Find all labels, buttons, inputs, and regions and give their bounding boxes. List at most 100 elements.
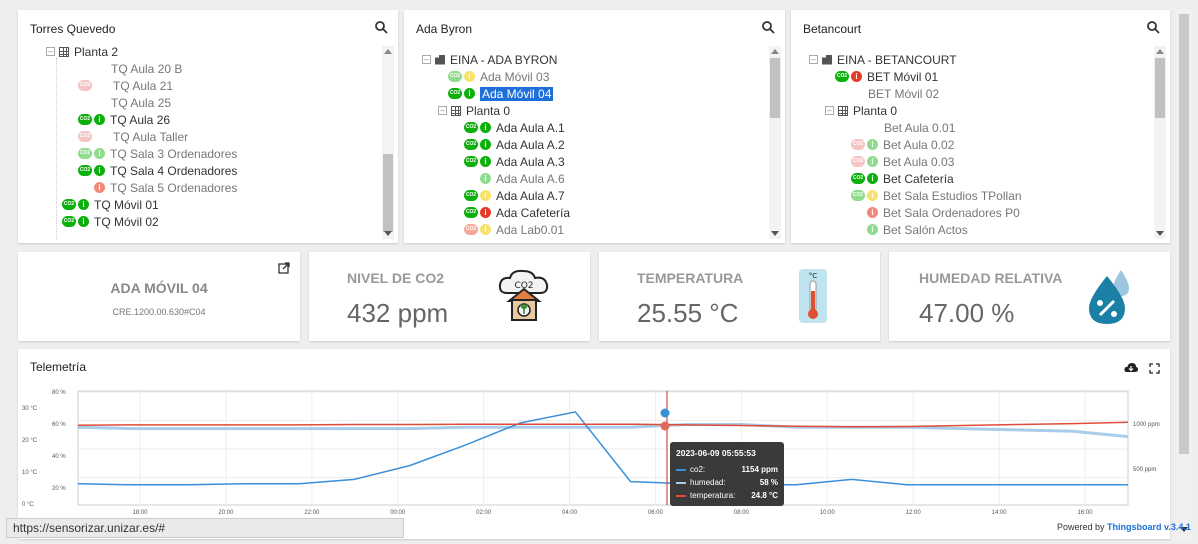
thermometer-icon: i bbox=[867, 139, 878, 150]
thermometer-icon: i bbox=[851, 71, 862, 82]
tree-node[interactable]: CO2 i Bet Cafetería bbox=[851, 171, 954, 186]
collapse-icon[interactable]: – bbox=[46, 47, 55, 56]
tree-node[interactable]: CO2 i Ada Aula A.7 bbox=[464, 188, 565, 203]
x-tick: 14:00 bbox=[992, 510, 1008, 516]
tree-node[interactable]: CO2 i Ada Lab0.01 bbox=[464, 222, 565, 237]
collapse-icon[interactable]: – bbox=[438, 106, 447, 115]
thermometer-icon: i bbox=[867, 173, 878, 184]
tree-node[interactable]: CO2 i Bet Sala Estudios TPollan bbox=[851, 188, 1022, 203]
tree-node[interactable]: – Planta 0 bbox=[825, 102, 897, 119]
chart-tooltip: 2023-06-09 05:55:53 co2: 1154 ppm humedad… bbox=[670, 442, 784, 506]
thermometer-icon: i bbox=[480, 224, 491, 235]
panel-title: Ada Byron bbox=[416, 22, 473, 36]
search-icon[interactable] bbox=[1146, 20, 1160, 34]
tree: – Planta 2 TQ Aula 20 B CO2 TQ Aula 21 TQ … bbox=[18, 43, 380, 243]
tooltip-row-temperatura: temperatura: 24.8 °C bbox=[676, 489, 778, 502]
collapse-icon[interactable]: – bbox=[809, 55, 818, 64]
x-tick: 22:00 bbox=[304, 510, 320, 516]
tree-node[interactable]: i Bet Salón Actos bbox=[867, 221, 968, 238]
x-tick: 18:00 bbox=[132, 510, 148, 516]
building-icon bbox=[435, 54, 445, 65]
tree: – EINA - BETANCOURT CO2 i BET Móvil 01 BET … bbox=[791, 46, 1152, 243]
thermometer-icon: i bbox=[867, 190, 878, 201]
co2-card-value: 432 ppm bbox=[347, 298, 449, 328]
co2-badge: CO2 bbox=[851, 190, 865, 201]
co2-badge: CO2 bbox=[78, 80, 92, 91]
tree-node[interactable]: CO2 i TQ Sala 3 Ordenadores bbox=[78, 146, 238, 161]
co2-badge: CO2 bbox=[851, 173, 865, 184]
scroll-down-icon[interactable] bbox=[1180, 527, 1188, 532]
tree: – EINA - ADA BYRON CO2 i Ada Móvil 03 CO2 i A… bbox=[404, 46, 767, 243]
y-tick-hum: 80 % bbox=[52, 390, 66, 396]
y-tick-co2: 1000 ppm bbox=[1133, 422, 1160, 428]
x-tick: 12:00 bbox=[906, 510, 922, 516]
download-icon[interactable] bbox=[1124, 362, 1138, 374]
tree-node[interactable]: CO2 i Ada Aula A.2 bbox=[464, 137, 565, 152]
tooltip-time: 2023-06-09 05:55:53 bbox=[676, 448, 756, 458]
tree-node[interactable]: CO2 i TQ Sala 4 Ordenadores bbox=[78, 163, 238, 178]
thermometer-icon: i bbox=[867, 224, 878, 235]
collapse-icon[interactable]: – bbox=[422, 55, 431, 64]
y-tick-co2: 500 ppm bbox=[1133, 467, 1156, 473]
powered-by: Powered by Thingsboard v.3.4.1 bbox=[1057, 522, 1191, 532]
tree-node[interactable]: CO2 i TQ Aula 26 bbox=[78, 112, 171, 127]
co2-house-icon: CO2 bbox=[498, 269, 549, 321]
tree-node[interactable]: CO2 i TQ Móvil 02 bbox=[62, 214, 159, 229]
co2-badge: CO2 bbox=[464, 139, 478, 150]
tree-node[interactable]: CO2 i Bet Aula 0.03 bbox=[851, 154, 955, 169]
collapse-icon[interactable]: – bbox=[825, 106, 834, 115]
scrollbar[interactable] bbox=[382, 46, 394, 239]
series-humedad bbox=[77, 423, 1129, 439]
device-id: CRE.1200.00.630#C04 bbox=[112, 307, 206, 317]
search-icon[interactable] bbox=[374, 20, 388, 34]
device-card: ADA MÓVIL 04 CRE.1200.00.630#C04 bbox=[18, 252, 300, 341]
thermometer-icon: i bbox=[480, 207, 491, 218]
thermometer-icon: i bbox=[94, 182, 105, 193]
tree-node[interactable]: CO2 TQ Aula Taller bbox=[78, 129, 189, 144]
tree-node[interactable]: BET Móvil 02 bbox=[868, 86, 940, 101]
series-co2 bbox=[77, 411, 1128, 486]
tree-node[interactable]: i Ada Aula A.6 bbox=[480, 170, 565, 187]
tree-node[interactable]: i Bet Sala Ordenadores P0 bbox=[867, 204, 1020, 221]
tree-node[interactable]: CO2 i Ada Aula A.1 bbox=[464, 120, 565, 135]
tree-node[interactable]: – Planta 0 bbox=[438, 102, 510, 119]
scrollbar[interactable] bbox=[1154, 46, 1166, 239]
open-external-icon[interactable] bbox=[278, 262, 290, 274]
thermometer-card-icon: °C bbox=[799, 269, 827, 323]
tree-node[interactable]: TQ Aula 20 B bbox=[111, 61, 183, 76]
humidity-card-value: 47.00 % bbox=[919, 298, 1015, 328]
thingsboard-link[interactable]: Thingsboard v.3.4.1 bbox=[1107, 522, 1191, 532]
co2-badge: CO2 bbox=[78, 131, 92, 142]
x-tick: 04:00 bbox=[562, 510, 578, 516]
tree-node[interactable]: – EINA - ADA BYRON bbox=[422, 51, 557, 68]
humidity-card: HUMEDAD RELATIVA 47.00 % bbox=[889, 252, 1170, 341]
x-tick: 10:00 bbox=[820, 510, 836, 516]
tree-node[interactable]: CO2 i Ada Cafetería bbox=[464, 205, 571, 220]
plot-frame bbox=[77, 390, 1129, 506]
co2-card: NIVEL DE CO2 432 ppm CO2 bbox=[309, 252, 590, 341]
tree-node[interactable]: CO2 i BET Móvil 01 bbox=[835, 69, 939, 84]
thermometer-icon: i bbox=[94, 165, 105, 176]
tree-node[interactable]: CO2 i Bet Aula 0.02 bbox=[851, 137, 955, 152]
tree-node[interactable]: CO2 TQ Aula 21 bbox=[78, 78, 174, 93]
tree-node-selected[interactable]: CO2 i Ada Móvil 04 bbox=[448, 86, 554, 101]
tree-node[interactable]: CO2 i Ada Móvil 03 bbox=[448, 69, 550, 84]
tree-node[interactable]: i TQ Sala 5 Ordenadores bbox=[94, 179, 237, 196]
tree-node[interactable]: Bet Aula 0.01 bbox=[884, 120, 956, 135]
tree-node[interactable]: CO2 i Ada Aula A.3 bbox=[464, 154, 565, 169]
co2-badge: CO2 bbox=[78, 114, 92, 125]
co2-badge: CO2 bbox=[851, 156, 865, 167]
telemetry-title: Telemetría bbox=[30, 360, 87, 374]
marker-co2 bbox=[660, 408, 670, 418]
tree-node[interactable]: – Planta 2 bbox=[46, 43, 118, 60]
tree-node[interactable]: TQ Aula 25 bbox=[111, 95, 172, 110]
thermometer-icon: i bbox=[867, 156, 878, 167]
svg-text:°C: °C bbox=[809, 272, 818, 280]
tree-node[interactable]: CO2 i TQ Móvil 01 bbox=[62, 197, 159, 212]
scrollbar[interactable] bbox=[769, 46, 781, 239]
search-icon[interactable] bbox=[761, 20, 775, 34]
telemetry-chart[interactable]: 30 °C 20 °C 10 °C 0 °C 80 % 60 % 40 % 20 % 1000 … bbox=[18, 383, 1170, 539]
page-scrollbar[interactable] bbox=[1176, 10, 1192, 540]
fullscreen-icon[interactable] bbox=[1149, 363, 1160, 374]
tree-node[interactable]: – EINA - BETANCOURT bbox=[809, 51, 957, 68]
